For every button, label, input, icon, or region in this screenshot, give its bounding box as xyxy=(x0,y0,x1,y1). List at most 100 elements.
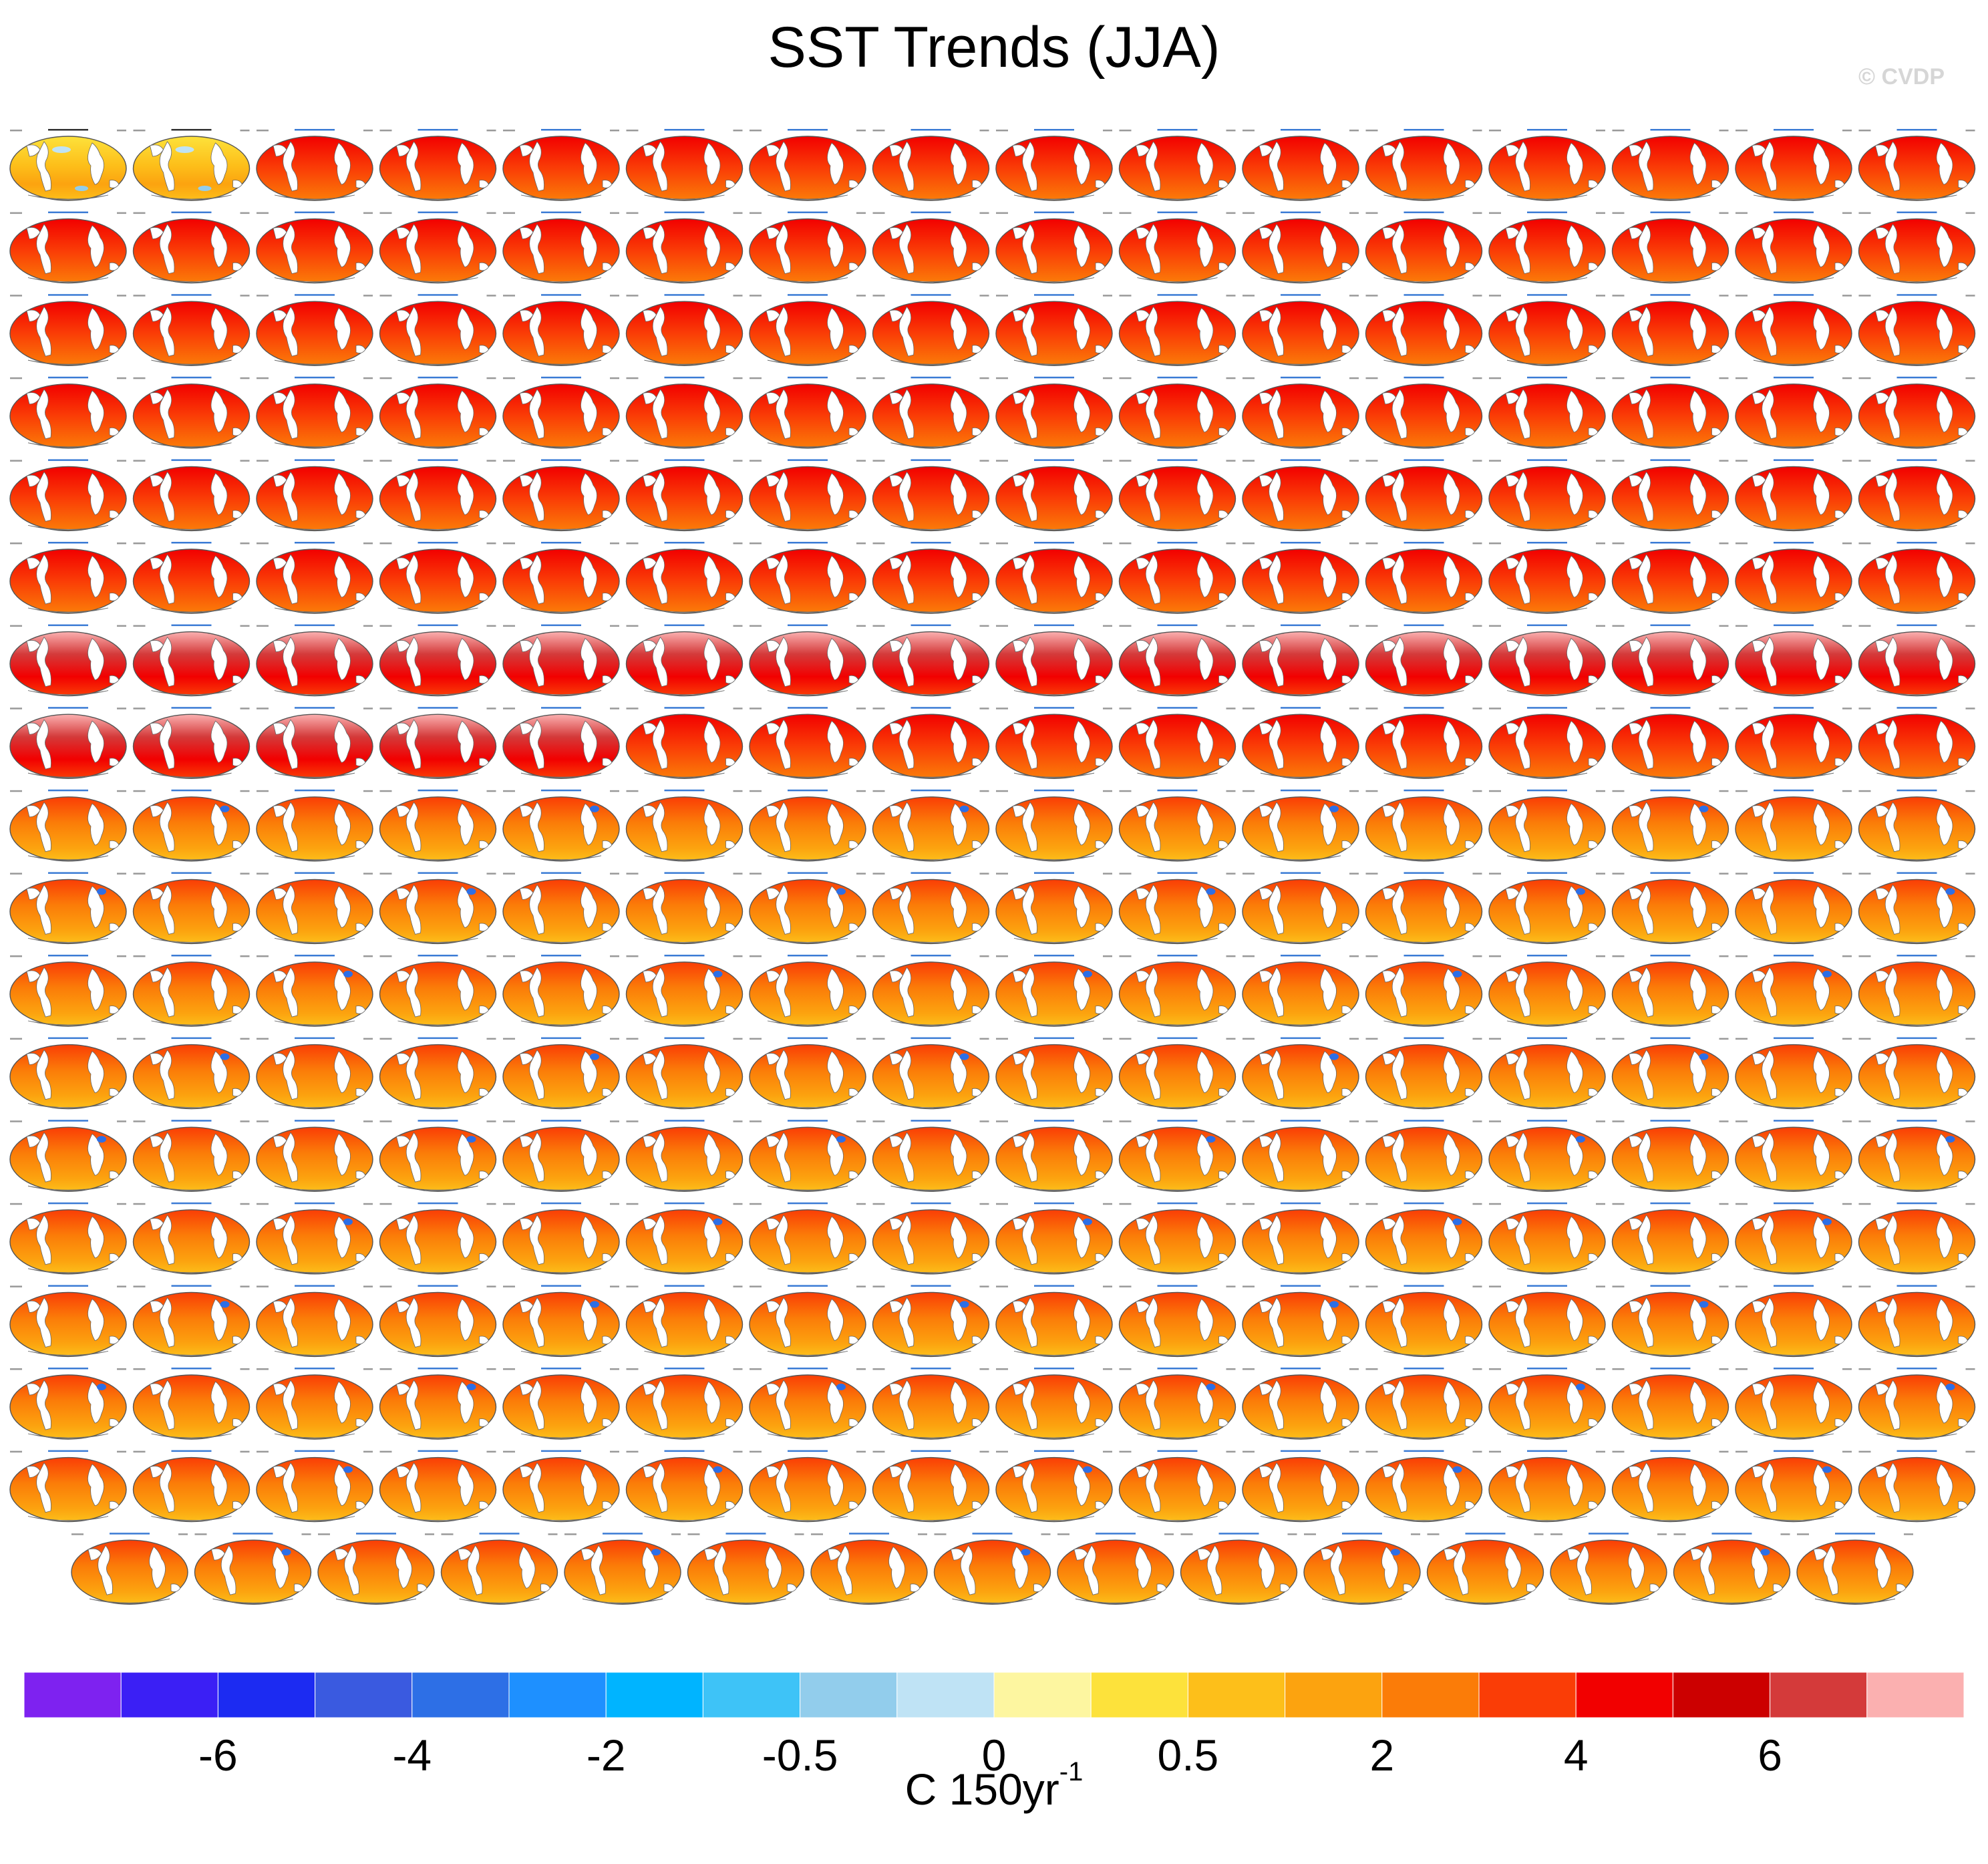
map-panel xyxy=(995,294,1113,366)
map-panel xyxy=(1488,1285,1606,1358)
map-panel xyxy=(1488,459,1606,532)
map-panel xyxy=(256,789,373,862)
map-panel xyxy=(1488,872,1606,945)
map-panel xyxy=(1365,1202,1483,1275)
colorbar-box xyxy=(1285,1672,1383,1718)
map-panel xyxy=(502,1450,620,1523)
colorbar-tick-label: -6 xyxy=(198,1730,238,1780)
map-panel xyxy=(1118,872,1236,945)
map-panel xyxy=(9,542,127,614)
map-panel xyxy=(1242,1450,1359,1523)
map-panel xyxy=(625,1202,743,1275)
map-panel xyxy=(1488,376,1606,449)
colorbar-tick-label: 4 xyxy=(1564,1730,1589,1780)
map-panel xyxy=(1365,955,1483,1027)
map-panel xyxy=(1242,872,1359,945)
map-panel xyxy=(1118,1120,1236,1192)
map-panel xyxy=(872,459,990,532)
map-panel xyxy=(1488,1450,1606,1523)
map-panel xyxy=(872,294,990,366)
map-panel xyxy=(256,1037,373,1110)
map-panel xyxy=(379,1120,497,1192)
colorbar-tick-label: 0.5 xyxy=(1158,1730,1219,1780)
map-panel xyxy=(1858,376,1976,449)
map-panel xyxy=(1242,211,1359,284)
map-panel xyxy=(379,376,497,449)
map-panel xyxy=(502,211,620,284)
map-panel xyxy=(625,459,743,532)
map-panel xyxy=(256,955,373,1027)
map-panel xyxy=(1611,376,1729,449)
map-panel xyxy=(749,1450,866,1523)
map-panel xyxy=(1118,376,1236,449)
map-panel xyxy=(1365,707,1483,779)
map-panel xyxy=(9,789,127,862)
map-panel xyxy=(749,624,866,697)
map-panel xyxy=(625,1368,743,1440)
map-panel xyxy=(749,955,866,1027)
map-panel xyxy=(749,789,866,862)
map-panel xyxy=(317,1533,435,1605)
map-panel xyxy=(256,1285,373,1358)
map-panel xyxy=(1488,542,1606,614)
map-panel xyxy=(1611,955,1729,1027)
colorbar-box xyxy=(1770,1672,1868,1718)
map-panel xyxy=(256,294,373,366)
map-panel xyxy=(1488,707,1606,779)
map-panel xyxy=(1858,294,1976,366)
map-panel xyxy=(132,211,251,284)
map-panel xyxy=(995,542,1113,614)
map-panel xyxy=(872,1285,990,1358)
map-panel xyxy=(379,542,497,614)
colorbar-box xyxy=(1575,1672,1673,1718)
map-panel xyxy=(872,1450,990,1523)
map-panel xyxy=(1611,294,1729,366)
map-panel xyxy=(1118,211,1236,284)
map-panel xyxy=(379,1285,497,1358)
map-panel xyxy=(1118,294,1236,366)
map-panel xyxy=(1118,1202,1236,1275)
map-panel xyxy=(1858,955,1976,1027)
map-panel xyxy=(995,707,1113,779)
map-panel xyxy=(1242,129,1359,201)
map-panel xyxy=(132,1285,251,1358)
map-panel xyxy=(995,459,1113,532)
map-panel xyxy=(625,1037,743,1110)
map-panel xyxy=(1858,707,1976,779)
map-panel xyxy=(502,129,620,201)
map-panel xyxy=(1488,624,1606,697)
map-panel xyxy=(9,1285,127,1358)
map-panel xyxy=(872,129,990,201)
map-panel xyxy=(872,955,990,1027)
map-panel xyxy=(1735,1202,1852,1275)
colorbar-box xyxy=(1672,1672,1771,1718)
map-panel xyxy=(1735,211,1852,284)
map-panel xyxy=(132,872,251,945)
colorbar-box xyxy=(702,1672,801,1718)
map-panel xyxy=(1611,1202,1729,1275)
map-panel xyxy=(1673,1533,1791,1605)
map-panel xyxy=(1611,542,1729,614)
map-panel xyxy=(625,707,743,779)
map-panel xyxy=(1365,1037,1483,1110)
map-panel xyxy=(872,376,990,449)
map-panel xyxy=(1488,211,1606,284)
map-panel xyxy=(872,542,990,614)
cvdp-watermark: © CVDP xyxy=(1858,64,1945,90)
colorbar-box xyxy=(217,1672,316,1718)
map-panel xyxy=(1796,1533,1914,1605)
colorbar-box xyxy=(1478,1672,1577,1718)
map-panel xyxy=(625,211,743,284)
map-panel xyxy=(1488,955,1606,1027)
colorbar-box xyxy=(315,1672,413,1718)
map-panel xyxy=(379,129,497,201)
colorbar-box xyxy=(605,1672,703,1718)
map-panel xyxy=(1735,789,1852,862)
colorbar-tick-label: -4 xyxy=(392,1730,432,1780)
map-panel xyxy=(379,1202,497,1275)
map-panel xyxy=(1365,129,1483,201)
map-panel xyxy=(1118,1037,1236,1110)
map-panel xyxy=(749,376,866,449)
map-panel xyxy=(440,1533,558,1605)
map-panel xyxy=(749,1368,866,1440)
